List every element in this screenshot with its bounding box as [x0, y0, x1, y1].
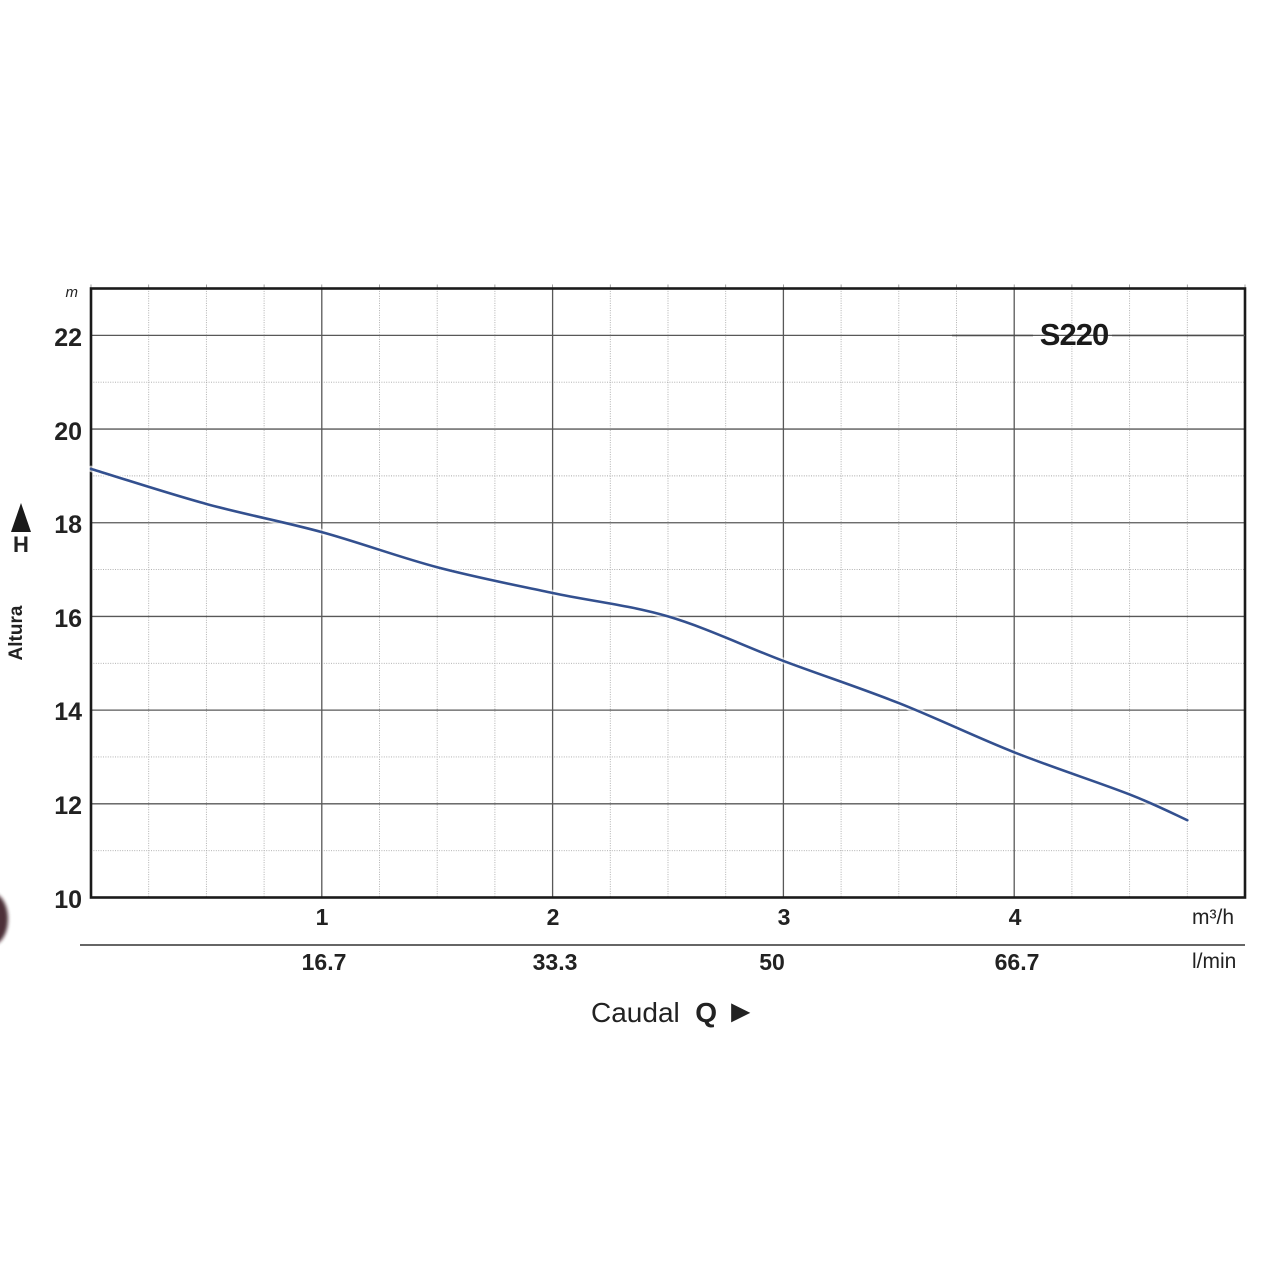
svg-text:S220: S220	[1040, 317, 1108, 352]
